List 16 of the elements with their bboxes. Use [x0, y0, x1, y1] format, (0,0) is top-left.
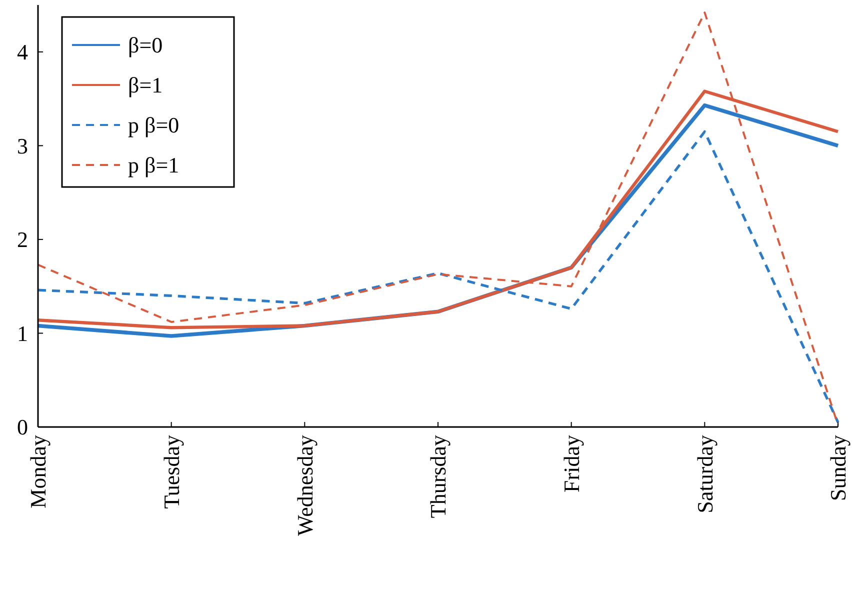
x-tick-label: Friday	[559, 435, 584, 492]
legend-label: β=1	[128, 72, 163, 98]
y-tick-label: 3	[17, 133, 28, 158]
x-tick-label: Monday	[26, 435, 51, 508]
y-tick-label: 4	[17, 40, 28, 65]
y-tick-label: 0	[17, 414, 28, 440]
y-tick-label: 1	[17, 320, 28, 346]
x-tick-label: Sunday	[826, 435, 851, 501]
x-tick-label: Saturday	[692, 435, 718, 514]
legend-label: β=0	[128, 32, 163, 58]
x-tick-label: Tuesday	[159, 435, 184, 509]
x-tick-label: Thursday	[426, 435, 451, 518]
x-tick-label: Wednesday	[292, 435, 318, 536]
y-tick-label: 2	[17, 227, 28, 252]
legend-label: p β=1	[128, 152, 180, 178]
legend-label: p β=0	[128, 112, 180, 138]
